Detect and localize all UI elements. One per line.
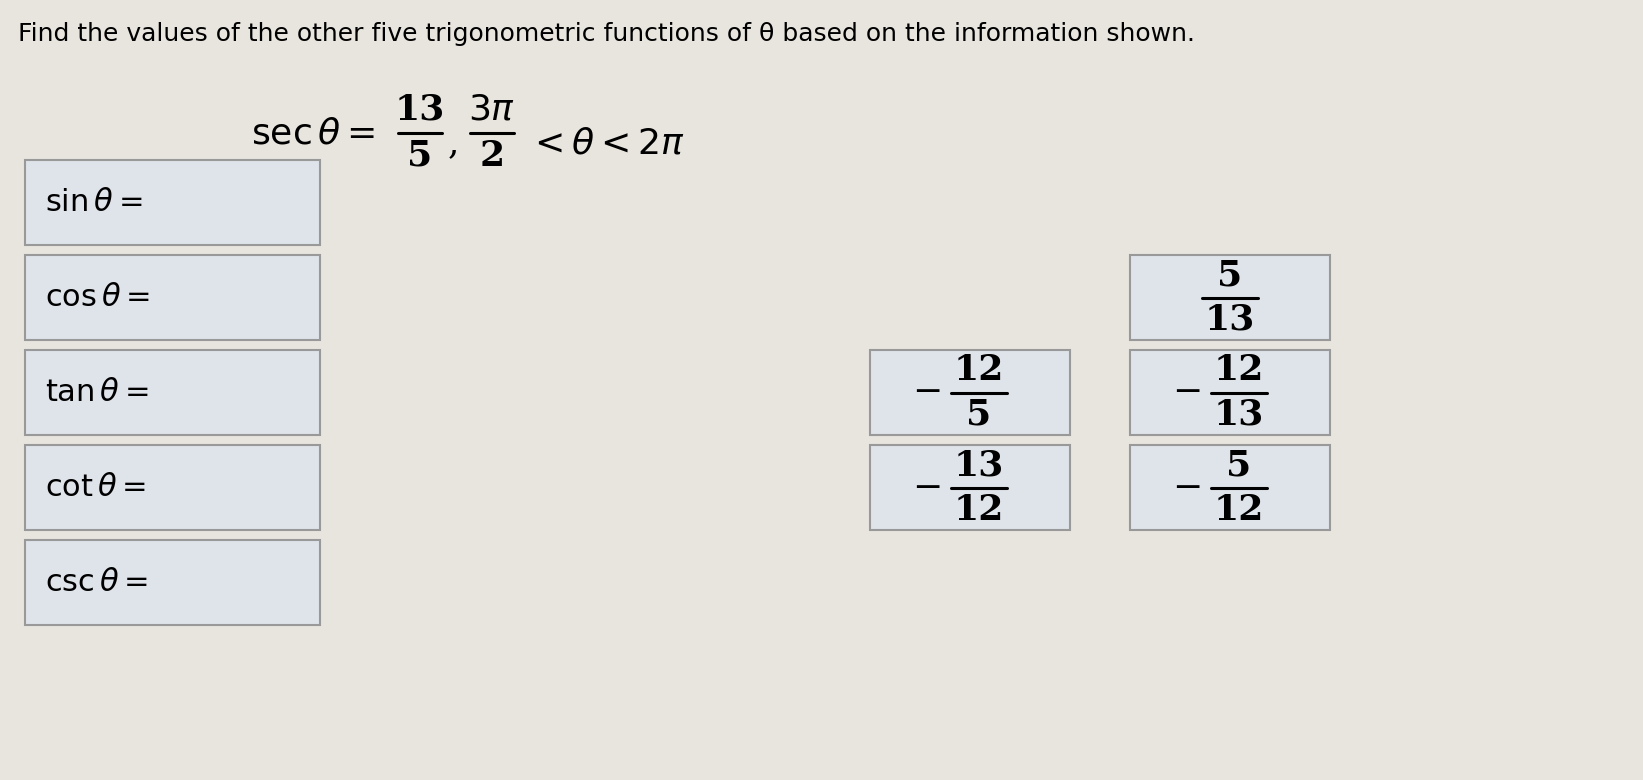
Text: 12: 12 (955, 353, 1004, 388)
Text: Find the values of the other five trigonometric functions of θ based on the info: Find the values of the other five trigon… (18, 22, 1194, 46)
FancyBboxPatch shape (25, 540, 320, 625)
Text: 13: 13 (1214, 398, 1263, 431)
Text: 13: 13 (955, 448, 1004, 483)
Text: −: − (912, 375, 941, 410)
Text: $<\theta < 2\pi$: $<\theta < 2\pi$ (527, 126, 685, 160)
Text: $3\pi$: $3\pi$ (468, 93, 516, 127)
FancyBboxPatch shape (25, 350, 320, 435)
FancyBboxPatch shape (1130, 255, 1329, 340)
Text: 12: 12 (1214, 492, 1263, 526)
Text: 2: 2 (480, 139, 504, 173)
FancyBboxPatch shape (25, 160, 320, 245)
FancyBboxPatch shape (1130, 350, 1329, 435)
Text: $\mathrm{sec}\,\theta =$: $\mathrm{sec}\,\theta =$ (251, 116, 375, 150)
Text: −: − (1171, 375, 1203, 410)
Text: $\cot\theta =$: $\cot\theta =$ (44, 472, 146, 503)
Text: 5: 5 (407, 139, 432, 173)
Text: 5: 5 (1217, 258, 1242, 292)
Text: $\cos\theta =$: $\cos\theta =$ (44, 282, 150, 313)
Text: 13: 13 (1204, 303, 1255, 336)
FancyBboxPatch shape (1130, 445, 1329, 530)
FancyBboxPatch shape (871, 350, 1070, 435)
Text: $\csc\theta =$: $\csc\theta =$ (44, 567, 148, 598)
FancyBboxPatch shape (25, 445, 320, 530)
Text: −: − (912, 470, 941, 505)
Text: 5: 5 (966, 398, 992, 431)
Text: −: − (1171, 470, 1203, 505)
Text: 5: 5 (1226, 448, 1252, 483)
Text: 12: 12 (1214, 353, 1263, 388)
Text: 13: 13 (394, 93, 445, 127)
FancyBboxPatch shape (871, 445, 1070, 530)
Text: 12: 12 (955, 492, 1004, 526)
Text: $\sin\theta =$: $\sin\theta =$ (44, 187, 143, 218)
Text: ,: , (449, 126, 460, 160)
FancyBboxPatch shape (25, 255, 320, 340)
Text: $\tan\theta =$: $\tan\theta =$ (44, 377, 150, 408)
